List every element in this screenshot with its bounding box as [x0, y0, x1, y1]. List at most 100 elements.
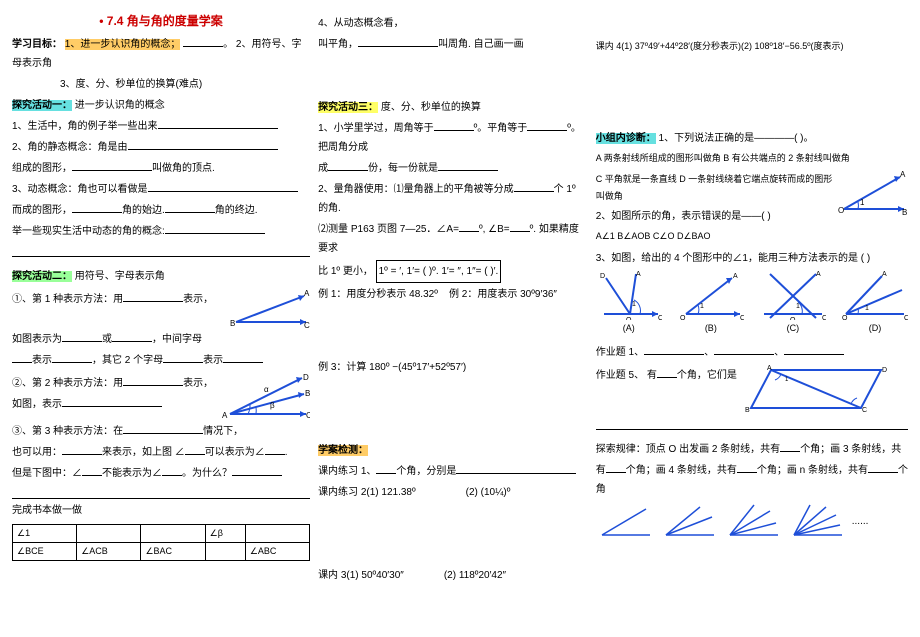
- act3: 探究活动三： 度、分、秒单位的换算: [318, 98, 588, 117]
- l: 1、小学里学过，周角等于º。平角等于º。把周角分成: [318, 119, 588, 157]
- l: 2、如图所示的角，表示错误的是——( ): [596, 207, 834, 226]
- l: 作业题 5、 有个角，它们是: [596, 366, 737, 385]
- svg-text:B: B: [305, 389, 310, 398]
- angle-diagram-2: A D B C α β: [220, 372, 310, 420]
- option-row: D A O C 1 (A) O A C 1 (B): [596, 270, 908, 333]
- svg-text:O: O: [838, 206, 844, 215]
- opt-c-diagram: O C A 1: [760, 270, 826, 320]
- parallelogram-diagram: A D B C 1: [741, 364, 891, 414]
- cell: ∠ABC: [245, 543, 309, 561]
- svg-text:1: 1: [632, 301, 636, 308]
- svg-text:O: O: [842, 315, 848, 320]
- l: 4、从动态概念看，: [318, 14, 588, 33]
- opt-c: (C): [760, 323, 826, 333]
- svg-text:1: 1: [865, 305, 869, 312]
- svg-text:A: A: [816, 271, 821, 278]
- l: 3、动态概念：角也可以看做是: [12, 180, 310, 199]
- l: A∠1 B∠AOB C∠O D∠BAO: [596, 228, 834, 245]
- opt-d: (D): [842, 323, 908, 333]
- l: ③、第 3 种表示方法：在情况下，: [12, 422, 310, 441]
- goals: 学习目标： 1、进一步认识角的概念； 。 2、用符号、字母表示角: [12, 35, 310, 73]
- diag: 小组内诊断： 1、下列说法正确的是————( )。: [596, 129, 908, 148]
- l: 也可以用：来表示，如上图 ∠可以表示为∠.: [12, 443, 310, 462]
- opt-a: (A): [596, 323, 662, 333]
- ray-diagrams: ......: [596, 503, 908, 539]
- svg-text:A: A: [900, 170, 906, 179]
- bigblank: [596, 416, 908, 430]
- l: A 两条射线所组成的图形叫做角 B 有公共端点的 2 条射线叫做角: [596, 150, 908, 167]
- cell: ∠1: [13, 525, 77, 543]
- l: 例 3：计算 180º −(45º17′+52º57′): [318, 358, 588, 377]
- svg-text:A: A: [222, 411, 228, 420]
- cell: ∠ACB: [77, 543, 141, 561]
- bigblank: [12, 243, 310, 257]
- ray5: [788, 503, 846, 539]
- ellipsis: ......: [852, 516, 869, 527]
- doc-title: • 7.4 角与角的度量学案: [12, 12, 310, 29]
- l: 1、生活中，角的例子举一些出来: [12, 117, 310, 136]
- l: 叫平角，叫周角. 自己画一画: [318, 35, 588, 54]
- goal1: 1、进一步认识角的概念；: [65, 39, 181, 50]
- act2-title: 用符号、字母表示角: [75, 271, 165, 282]
- l: ②、第 2 种表示方法：用表示，: [12, 374, 216, 393]
- goal3: 3、度、分、秒单位的换算(难点): [12, 75, 310, 94]
- act3-label: 探究活动三：: [318, 102, 378, 113]
- l: ⑵测量 P163 页图 7—25．∠A=º, ∠B=º. 如果精度要求: [318, 220, 588, 258]
- l: 举一些现实生活中动态的角的概念:: [12, 222, 310, 241]
- formula-box: 1º = ′, 1′= ( )º. 1′= ″, 1″= ( )′.: [376, 260, 502, 283]
- l: 有个角；画 4 条射线，共有个角；画 n 条射线，共有个角: [596, 461, 908, 499]
- act2-label: 探究活动二：: [12, 271, 72, 282]
- svg-text:A: A: [636, 271, 641, 278]
- svg-text:C: C: [822, 315, 826, 320]
- svg-text:O: O: [626, 317, 632, 320]
- svg-text:B: B: [902, 208, 907, 217]
- svg-text:A: A: [304, 289, 310, 298]
- l: 课内练习 1、个角，分别是: [318, 462, 588, 481]
- bigblank: [12, 485, 310, 499]
- svg-text:A: A: [767, 365, 772, 372]
- act1: 探究活动一： 进一步认识角的概念: [12, 96, 310, 115]
- svg-text:C: C: [304, 321, 310, 328]
- l: 课内 4(1) 37º49′+44º28′(度分秒表示)(2) 108º18′−…: [596, 38, 908, 55]
- ray4: [724, 503, 782, 539]
- test-label: 学案检测：: [318, 441, 588, 460]
- l: 成份，每一份就是: [318, 159, 588, 178]
- goals-label: 学习目标：: [12, 39, 62, 50]
- svg-text:α: α: [264, 385, 269, 394]
- l: 课内练习 2(1) 121.38º(2) (10¼)º: [318, 483, 588, 502]
- svg-text:O: O: [680, 315, 686, 320]
- l: 如图，表示: [12, 395, 216, 414]
- cell: ∠BAC: [141, 543, 205, 561]
- act1-label: 探究活动一：: [12, 100, 72, 111]
- svg-text:D: D: [600, 273, 605, 280]
- l: 完成书本做一做: [12, 501, 310, 520]
- l: 而成的图形，角的始边.角的终边.: [12, 201, 310, 220]
- opt-b-diagram: O A C 1: [678, 270, 744, 320]
- angle-aob-diagram: O A B 1: [838, 169, 908, 217]
- diag-label: 小组内诊断：: [596, 133, 656, 144]
- l: 比 1º 更小， 1º = ′, 1′= ( )º. 1′= ″, 1″= ( …: [318, 260, 588, 283]
- act2: 探究活动二： 用符号、字母表示角: [12, 267, 310, 286]
- svg-text:C: C: [904, 315, 908, 320]
- l: 组成的图形，叫做角的顶点.: [12, 159, 310, 178]
- svg-text:A: A: [882, 271, 887, 278]
- l: 课内 3(1) 50º40′30″(2) 118º20′42″: [318, 566, 588, 585]
- l: 但是下图中：∠不能表示为∠。为什么？: [12, 464, 310, 483]
- l: 2、量角器使用：⑴量角器上的平角被等分成个 1º 的角.: [318, 180, 588, 218]
- opt-d-diagram: O C A 1: [842, 270, 908, 320]
- l: ①、第 1 种表示方法：用表示，: [12, 290, 226, 309]
- svg-text:C: C: [862, 407, 867, 414]
- svg-text:A: A: [733, 273, 738, 280]
- ray3: [660, 503, 718, 539]
- svg-text:D: D: [303, 373, 309, 382]
- ray2: [596, 503, 654, 539]
- l: 表示，其它 2 个字母表示: [12, 351, 310, 370]
- svg-text:1: 1: [860, 198, 865, 207]
- l: 3、如图，给出的 4 个图形中的∠1，能用三种方法表示的是 ( ): [596, 249, 908, 268]
- act3-title: 度、分、秒单位的换算: [381, 102, 481, 113]
- svg-text:C: C: [740, 315, 744, 320]
- svg-text:D: D: [882, 367, 887, 374]
- svg-text:O: O: [790, 317, 796, 320]
- angle-diagram-1: B A C: [230, 288, 310, 328]
- angle-table: ∠1 ∠β ∠BCE ∠ACB ∠BAC ∠ABC: [12, 524, 310, 561]
